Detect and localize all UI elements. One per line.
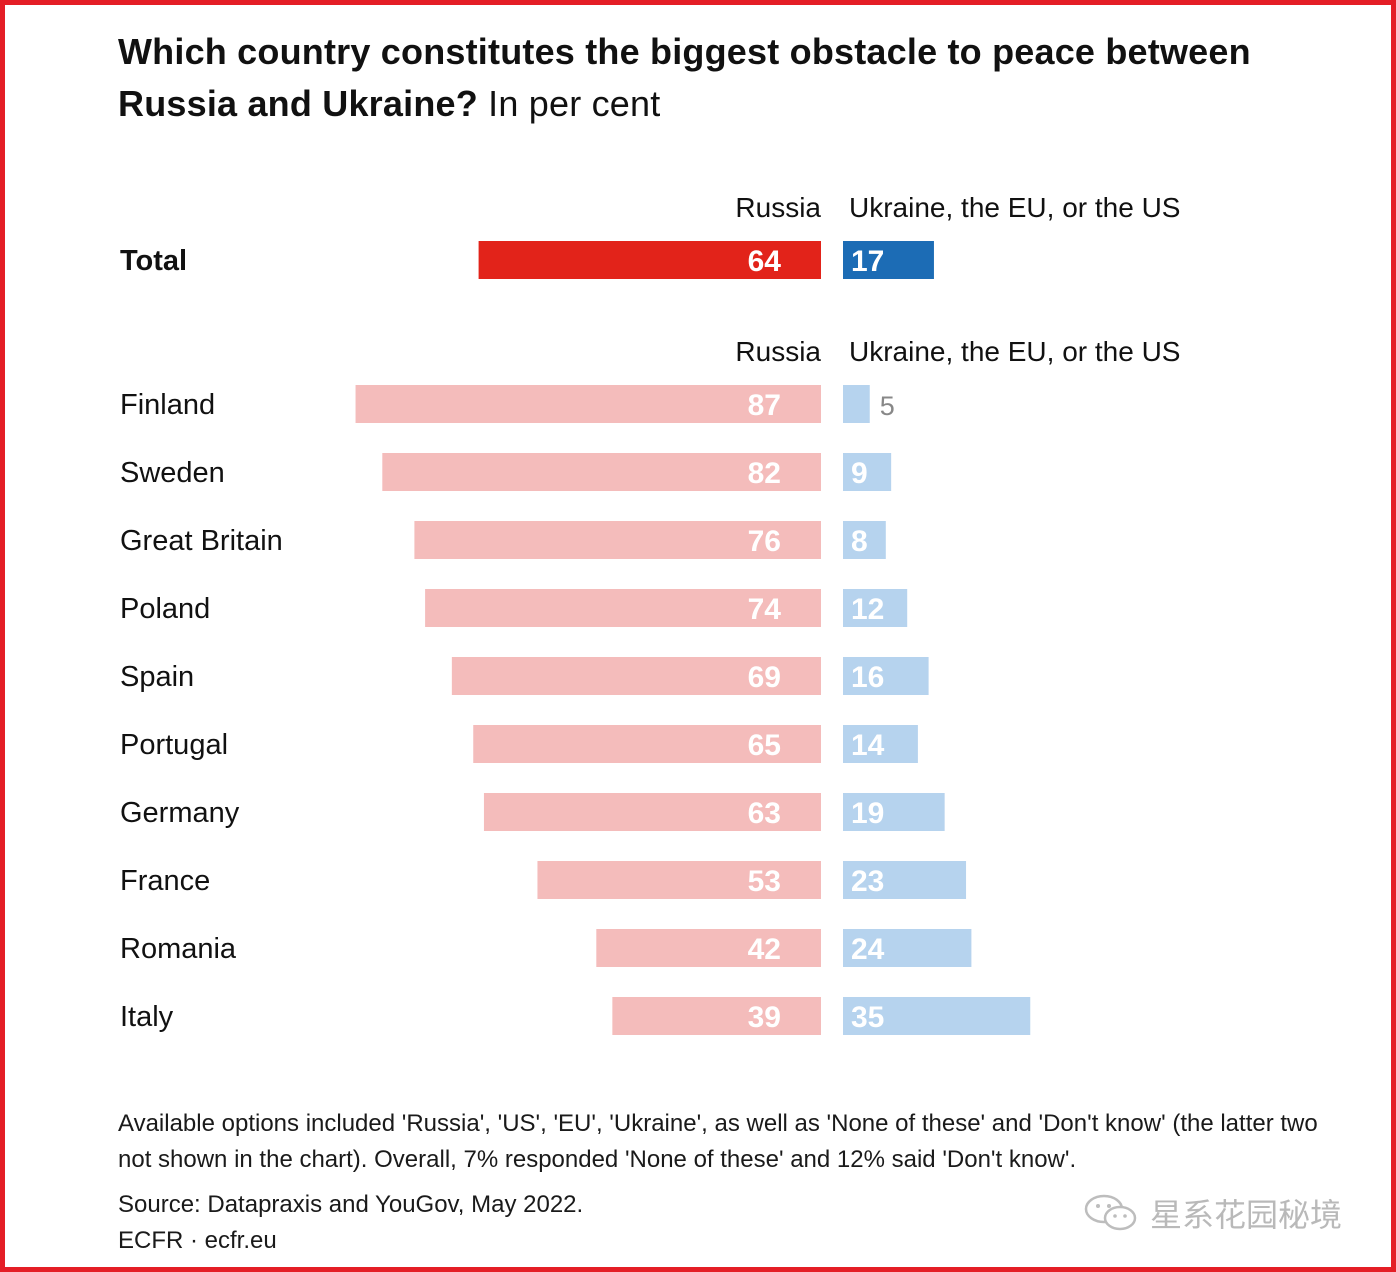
value-label-russia-poland: 74 [748,593,782,626]
bar-russia-sweden [382,453,821,491]
chart-title: Which country constitutes the biggest ob… [118,26,1298,130]
bar-ukraine-france [843,861,967,899]
value-label-russia-finland: 87 [748,389,781,422]
value-label-russia-great-britain: 76 [748,525,781,558]
category-label-finland: Finland [120,389,215,421]
category-label-germany: Germany [120,797,240,829]
bar-ukraine-great-britain [843,521,886,559]
value-label-ukraine-great-britain: 8 [851,525,868,558]
series-header-ukraine-countries: Ukraine, the EU, or the US [849,336,1180,367]
brand-credit: ECFR · ecfr.eu [118,1227,277,1254]
value-label-ukraine-italy: 35 [851,1001,884,1034]
bar-ukraine-germany [843,793,945,831]
value-label-ukraine-sweden: 9 [851,457,868,490]
category-label-france: France [120,865,210,897]
bar-ukraine-italy [843,997,1031,1035]
chart-title-unit: In per cent [488,83,661,124]
bar-russia-germany [483,793,821,831]
category-label-spain: Spain [120,661,194,693]
series-header-russia-total: Russia [735,192,821,223]
value-label-ukraine-germany: 19 [851,797,884,830]
watermark-text: 星系花园秘境 [1150,1197,1343,1233]
bar-russia-poland [425,589,821,627]
bar-russia-total [478,241,821,279]
series-header-ukraine-total: Ukraine, the EU, or the US [849,192,1180,223]
value-label-russia-sweden: 82 [748,457,781,490]
bar-russia-great-britain [414,521,821,559]
bar-ukraine-portugal [843,725,918,763]
category-label-great-britain: Great Britain [120,525,283,557]
bar-russia-italy [612,997,821,1035]
wechat-icon [1084,1194,1137,1231]
bar-ukraine-sweden [843,453,892,491]
value-label-russia-romania: 42 [748,933,781,966]
value-label-russia-italy: 39 [748,1001,781,1034]
value-label-ukraine-poland: 12 [851,593,884,626]
category-label-italy: Italy [120,1001,174,1033]
value-label-ukraine-spain: 16 [851,661,884,694]
value-label-russia-germany: 63 [748,797,781,830]
category-label-portugal: Portugal [120,729,228,761]
bar-russia-romania [596,929,821,967]
bar-russia-spain [451,657,821,695]
bar-ukraine-poland [843,589,908,627]
category-label-sweden: Sweden [120,457,225,489]
chart-title-question: Which country constitutes the biggest ob… [118,31,1251,124]
category-label-romania: Romania [120,933,237,965]
value-label-russia-spain: 69 [748,661,781,694]
source-note: Source: Datapraxis and YouGov, May 2022. [118,1191,584,1218]
bar-ukraine-spain [843,657,929,695]
value-label-russia-france: 53 [748,865,781,898]
value-label-ukraine-finland: 5 [880,391,895,421]
bar-russia-finland [355,385,821,423]
footnote: Available options included 'Russia', 'US… [118,1110,1318,1173]
value-label-ukraine-romania: 24 [851,933,885,966]
watermark: 星系花园秘境 [1082,1190,1342,1236]
value-label-russia-total: 64 [748,245,782,278]
value-label-russia-portugal: 65 [748,729,781,762]
series-header-russia-countries: Russia [735,336,821,367]
bar-ukraine-romania [843,929,972,967]
bar-chart: Russia Ukraine, the EU, or the US Total 64 1… [120,192,1180,1035]
value-label-ukraine-total: 17 [851,245,884,278]
value-label-ukraine-portugal: 14 [851,729,885,762]
bar-ukraine-finland [843,385,870,423]
category-label-poland: Poland [120,593,210,625]
bar-ukraine-total [843,241,934,279]
bar-russia-portugal [473,725,821,763]
value-label-ukraine-france: 23 [851,865,884,898]
category-label-total: Total [120,245,187,277]
bar-russia-france [537,861,821,899]
